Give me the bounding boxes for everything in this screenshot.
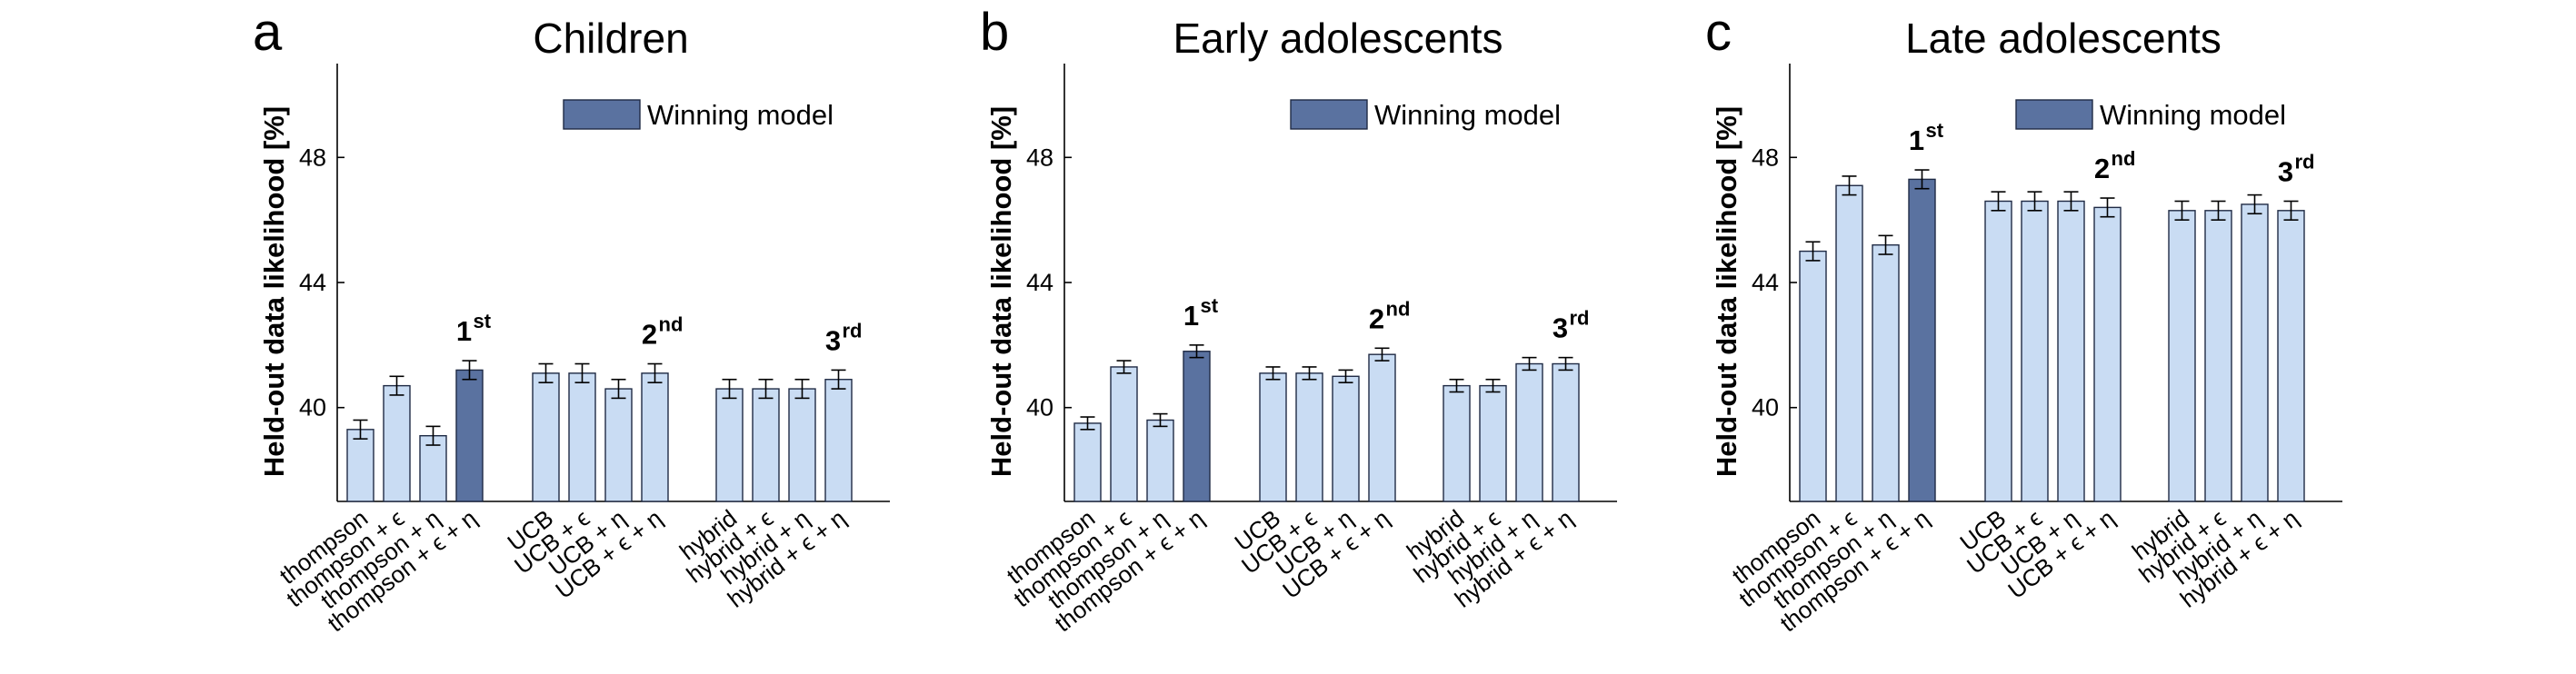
bar — [1110, 366, 1138, 502]
rank-superscript: st — [1201, 294, 1219, 317]
bar — [1515, 362, 1543, 502]
bar — [604, 388, 633, 502]
bar — [2093, 206, 2122, 502]
rank-superscript: rd — [1570, 307, 1590, 330]
bar — [2057, 200, 2085, 502]
legend-label: Winning model — [647, 99, 834, 131]
y-axis-label: Held-out data likelihood [%] — [1711, 106, 1742, 477]
y-axis-label: Held-out data likelihood [%] — [258, 106, 290, 477]
bar — [1259, 372, 1287, 502]
rank-label: 1 — [1909, 124, 1924, 156]
rank-superscript: nd — [659, 313, 684, 336]
bar — [1872, 243, 1900, 502]
bar — [1799, 250, 1827, 502]
bar — [641, 372, 669, 502]
rank-superscript: rd — [843, 319, 863, 342]
bar-winning — [1908, 178, 1936, 502]
rank-superscript: rd — [2295, 150, 2315, 173]
legend-swatch — [2015, 99, 2093, 130]
panel-title: Early adolescents — [1173, 15, 1503, 62]
rank-superscript: nd — [2112, 147, 2136, 170]
rank-label: 2 — [642, 319, 657, 351]
bar — [2277, 210, 2305, 502]
bar — [2168, 210, 2196, 502]
bar — [1332, 375, 1360, 502]
y-tick-label: 40 — [1026, 394, 1053, 421]
y-tick-label: 40 — [299, 394, 326, 421]
bar — [419, 435, 447, 502]
rank-label: 1 — [1183, 300, 1199, 332]
panel-letter: c — [1705, 3, 1732, 62]
panel-letter: a — [253, 3, 283, 62]
rank-superscript: st — [1926, 119, 1944, 142]
bar — [2241, 203, 2269, 502]
bar — [788, 388, 816, 502]
bar — [1443, 384, 1471, 502]
y-tick-label: 44 — [299, 269, 326, 296]
bar — [1146, 419, 1174, 502]
panel-a: a Children Held-out data likelihood [%] 40 4… — [253, 3, 890, 637]
bar — [824, 379, 853, 502]
rank-label: 2 — [2094, 153, 2110, 184]
y-axis-label: Held-out data likelihood [%] — [985, 106, 1017, 477]
rank-label: 3 — [1553, 312, 1568, 344]
bar — [1073, 422, 1102, 502]
legend-label: Winning model — [2100, 99, 2286, 131]
y-tick-label: 48 — [1752, 144, 1779, 171]
bar — [1552, 362, 1580, 502]
panel-c: c Late adolescents Held-out data likelihoo… — [1705, 3, 2342, 637]
bar — [1368, 353, 1396, 502]
panel-title: Late adolescents — [1905, 15, 2222, 62]
rank-label: 1 — [456, 315, 472, 347]
bar — [2021, 200, 2049, 502]
bar — [568, 372, 596, 502]
rank-label: 3 — [2278, 155, 2293, 187]
bar — [1479, 384, 1507, 502]
bar-winning — [1183, 351, 1211, 502]
rank-superscript: nd — [1386, 297, 1411, 320]
y-tick-label: 40 — [1752, 394, 1779, 421]
legend-label: Winning model — [1374, 99, 1561, 131]
y-tick-label: 44 — [1026, 269, 1053, 296]
bar — [752, 388, 780, 502]
bar — [1835, 184, 1863, 502]
bar-winning — [455, 369, 484, 502]
legend-swatch — [563, 99, 641, 130]
bar — [532, 372, 560, 502]
panel-b: b Early adolescents Held-out data likeliho… — [980, 3, 1617, 637]
legend-swatch — [1290, 99, 1368, 130]
panel-title: Children — [533, 15, 688, 62]
bar — [346, 429, 374, 502]
y-tick-label: 44 — [1752, 269, 1779, 296]
panel-letter: b — [980, 3, 1009, 62]
bar — [2204, 210, 2232, 502]
rank-label: 3 — [825, 324, 841, 356]
bar — [715, 388, 744, 502]
y-tick-label: 48 — [1026, 144, 1053, 171]
bar — [1984, 200, 2012, 502]
y-tick-label: 48 — [299, 144, 326, 171]
bar — [383, 384, 411, 502]
bar — [1295, 372, 1323, 502]
rank-superscript: st — [474, 310, 492, 332]
rank-label: 2 — [1369, 302, 1384, 334]
